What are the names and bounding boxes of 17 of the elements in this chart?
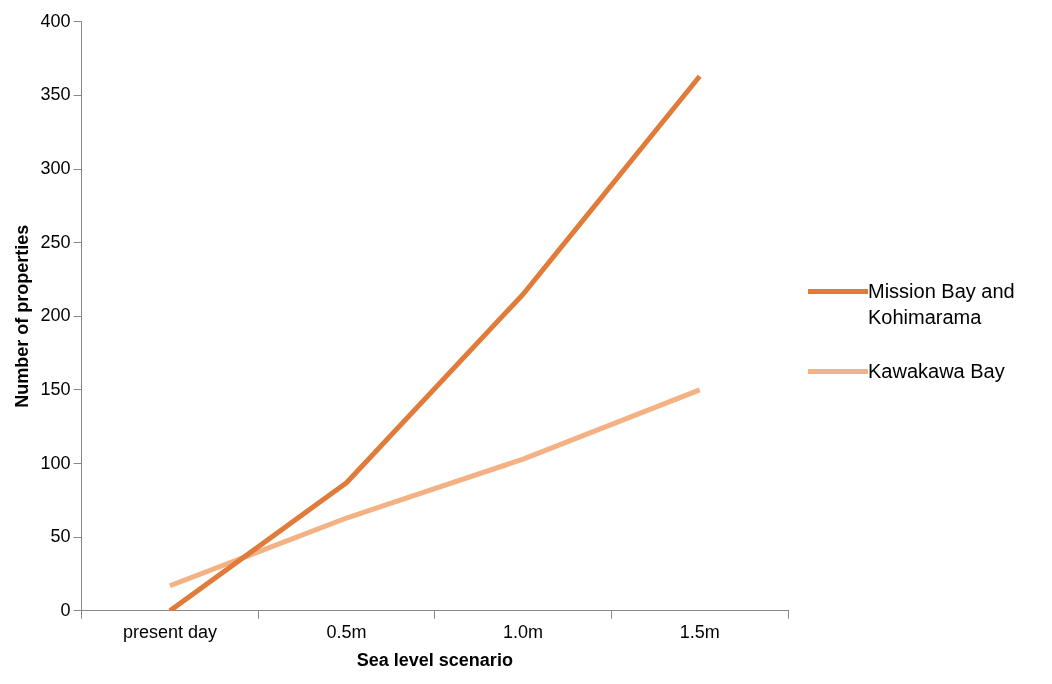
x-tick-label: present day bbox=[122, 621, 217, 642]
y-tick-label: 400 bbox=[40, 10, 71, 31]
x-tick-label: 1.5m bbox=[679, 621, 720, 642]
legend-label: Kawakawa Bay bbox=[868, 359, 1005, 384]
x-axis-title: Sea level scenario bbox=[356, 650, 513, 671]
y-tick-label: 0 bbox=[60, 599, 71, 620]
y-tick-label: 50 bbox=[50, 526, 71, 547]
y-tick-label: 150 bbox=[40, 378, 71, 399]
x-tick-label: 1.0m bbox=[503, 621, 544, 642]
y-tick-label: 250 bbox=[40, 231, 71, 252]
y-tick-label: 350 bbox=[40, 84, 71, 105]
x-tick-label: 0.5m bbox=[326, 621, 367, 642]
legend-label: Mission Bay and Kohimarama bbox=[868, 279, 1016, 330]
y-axis-title: Number of properties bbox=[11, 224, 32, 408]
y-tick-label: 100 bbox=[40, 452, 71, 473]
y-tick-label: 300 bbox=[40, 158, 71, 179]
y-tick-label: 200 bbox=[40, 305, 71, 326]
